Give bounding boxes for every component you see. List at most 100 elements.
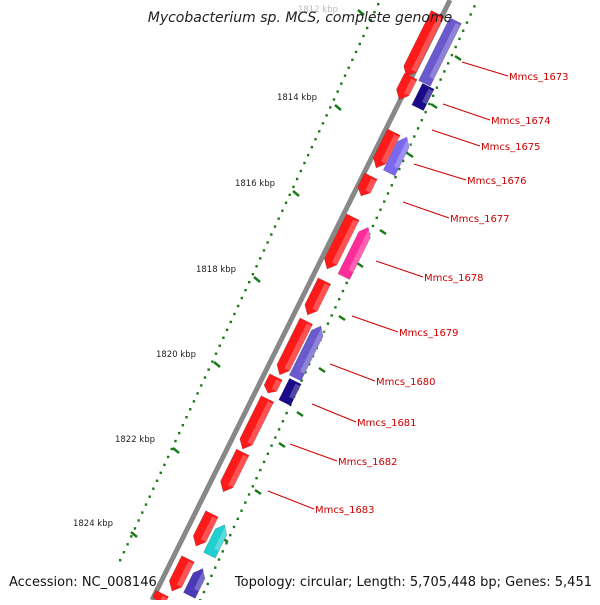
gene-label-leader	[351, 315, 399, 333]
ruler-tick-dot	[325, 114, 328, 117]
ruler-tick-dot	[155, 479, 159, 482]
ruler-tick-dot	[383, 200, 386, 203]
ruler-tick-dot	[163, 463, 166, 467]
ruler-tick-dot	[345, 281, 348, 285]
reverse-gene	[288, 325, 326, 382]
ruler-tick-dot	[401, 159, 405, 163]
ruler-tick-dot	[340, 82, 343, 85]
ruler-tick-dot	[288, 193, 291, 197]
ruler-tick-dot	[217, 558, 221, 561]
forward-gene	[373, 128, 401, 169]
ruler-tick-dot	[177, 431, 181, 435]
ruler-tick-dot	[281, 420, 285, 423]
ruler-tick-dot	[365, 26, 369, 30]
ruler-tick-dot	[240, 296, 244, 300]
ruler-tick-dot	[465, 21, 469, 24]
ruler-tick-dot	[262, 460, 266, 464]
ruler-tick-dot	[379, 208, 382, 211]
ruler-tick-dot	[229, 320, 232, 324]
forward-gene	[263, 373, 283, 394]
ruler-tick-dot	[281, 209, 284, 212]
ruler-major-tick	[292, 190, 300, 197]
ruler-tick-dot	[295, 177, 299, 181]
ruler-tick-dot	[304, 371, 307, 374]
gene-label-leader	[311, 403, 357, 423]
gene-label: Mmcs_1675	[481, 142, 541, 153]
ruler-tick-dot	[214, 352, 218, 355]
ruler-tick-dot	[266, 452, 270, 455]
ruler-tick-dot	[236, 304, 240, 308]
gene-label-leader	[442, 103, 491, 121]
forward-gene	[403, 10, 445, 77]
ruler-tick-dot	[247, 493, 251, 496]
reverse-gene	[382, 136, 412, 177]
gene-labels: Mmcs_1673 Mmcs_1674 Mmcs_1675 Mmcs_1676 Mmcs…	[267, 61, 569, 516]
forward-gene	[192, 510, 219, 547]
ruler-tick-dot	[409, 143, 412, 146]
ruler-tick-dot	[200, 384, 203, 387]
ruler-tick-dot	[270, 444, 273, 447]
ruler-tick-dot	[347, 66, 350, 69]
ruler-tick-dot	[420, 119, 424, 122]
topology-summary: Topology: circular; Length: 5,705,448 bp…	[234, 575, 592, 590]
ruler-tick-dot	[310, 145, 314, 149]
ruler-major-tick	[130, 531, 138, 538]
ruler-tick-dot	[336, 90, 339, 93]
ruler-tick-dot	[284, 201, 288, 204]
ruler-tick-dot	[266, 241, 269, 244]
ruler-tick-dot	[446, 62, 450, 65]
gene-label-leader	[289, 443, 338, 462]
ruler-tick-dot	[144, 503, 148, 506]
ruler-tick-dot	[351, 58, 354, 61]
forward-gene	[324, 213, 360, 270]
ruler-tick-dot	[341, 289, 345, 293]
ruler-tick-dot	[285, 411, 288, 415]
forward-gene	[276, 317, 314, 376]
ruler-tick-dot	[259, 468, 262, 472]
ruler-tick-dot	[130, 535, 133, 538]
ruler-tick-dot	[369, 18, 373, 22]
inner-tick	[406, 151, 414, 159]
ruler-tick-dot	[300, 379, 303, 382]
ruler-tick-dot	[221, 550, 224, 553]
ruler-tick-dot	[225, 328, 229, 332]
ruler-tick-dot	[303, 161, 306, 165]
ruler-tick-dot	[255, 265, 258, 268]
ruler-tick-dot	[218, 344, 221, 347]
ruler-tick-dot	[439, 78, 442, 81]
ruler-tick-dot	[251, 273, 255, 276]
gene-label: Mmcs_1678	[424, 273, 484, 284]
gene-label: Mmcs_1679	[399, 328, 459, 339]
gene-label-leader	[329, 363, 376, 382]
ruler-tick-dot	[233, 312, 236, 316]
reverse-gene	[411, 82, 435, 112]
reverse-gene	[203, 524, 230, 559]
gene-label-leader	[402, 201, 450, 219]
ruler-tick-dot	[334, 306, 337, 309]
ruler-tick-dot	[192, 400, 196, 403]
ruler-label: 1814 kbp	[277, 93, 317, 103]
ruler-tick-dot	[236, 517, 239, 521]
gene-label-leader	[413, 163, 467, 181]
ruler-label: 1812 kbp	[298, 5, 338, 15]
gene-label: Mmcs_1681	[357, 418, 417, 429]
inner-tick	[278, 441, 286, 449]
ruler-tick-dot	[244, 288, 247, 292]
ruler-labels: 1812 kbp 1814 kbp 1816 kbp 1818 kbp 1820 kbp…	[73, 5, 338, 529]
ruler-tick-dot	[148, 495, 151, 498]
ruler-tick-dot	[458, 37, 461, 41]
ruler-tick-dot	[126, 543, 129, 546]
ruler-tick-dot	[274, 436, 277, 439]
ruler-tick-dot	[189, 408, 192, 411]
ruler-tick-dot	[394, 175, 397, 179]
ruler-tick-dot	[424, 110, 427, 114]
ruler-tick-dot	[207, 368, 210, 371]
ruler-tick-dot	[461, 29, 465, 32]
ruler-tick-dot	[202, 590, 206, 594]
ruler-tick-dot	[371, 224, 375, 228]
inner-tick	[296, 410, 304, 418]
inner-tick	[356, 261, 364, 269]
ruler-tick-dot	[119, 559, 122, 562]
forward-gene	[239, 395, 275, 450]
